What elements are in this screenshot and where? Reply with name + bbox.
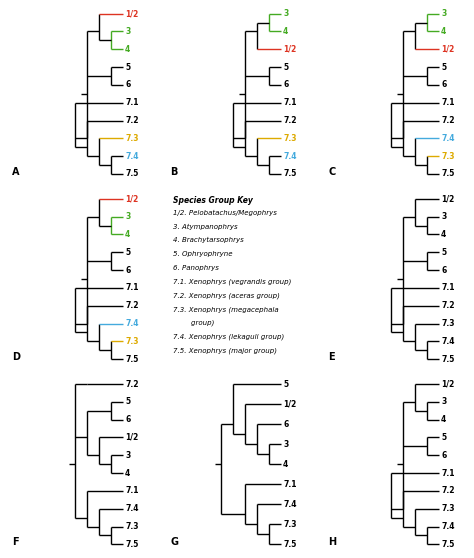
Text: 6: 6 — [125, 266, 130, 275]
Text: 7.1: 7.1 — [125, 98, 138, 107]
Text: 7.2: 7.2 — [441, 301, 455, 310]
Text: 3: 3 — [441, 9, 447, 18]
Text: 3: 3 — [125, 451, 130, 460]
Text: 7.1: 7.1 — [441, 469, 455, 478]
Text: 7.5: 7.5 — [125, 170, 138, 179]
Text: 1/2: 1/2 — [441, 379, 455, 388]
Text: 7.3: 7.3 — [283, 134, 297, 143]
Text: 4: 4 — [441, 230, 447, 239]
Text: 5. Ophryophryne: 5. Ophryophryne — [173, 251, 233, 257]
Text: 7.5: 7.5 — [125, 540, 138, 549]
Text: 7.5: 7.5 — [441, 540, 455, 549]
Text: 7.3: 7.3 — [125, 134, 138, 143]
Text: 1/2: 1/2 — [125, 433, 138, 442]
Text: 3: 3 — [441, 397, 447, 406]
Text: 7.4: 7.4 — [441, 134, 455, 143]
Text: B: B — [171, 167, 178, 177]
Text: 4: 4 — [283, 460, 288, 469]
Text: 7.2: 7.2 — [283, 116, 297, 125]
Text: 6: 6 — [441, 266, 447, 275]
Text: 1/2. Pelobatachus/Megophrys: 1/2. Pelobatachus/Megophrys — [173, 210, 277, 216]
Text: 7.3: 7.3 — [441, 152, 455, 161]
Text: 7.5: 7.5 — [441, 170, 455, 179]
Text: 5: 5 — [441, 248, 446, 257]
Text: 4. Brachytarsophrys: 4. Brachytarsophrys — [173, 237, 244, 243]
Text: 7.4: 7.4 — [125, 504, 138, 513]
Text: C: C — [328, 167, 336, 177]
Text: 7.4: 7.4 — [441, 337, 455, 346]
Text: 6: 6 — [125, 80, 130, 89]
Text: 7.1: 7.1 — [441, 283, 455, 292]
Text: E: E — [328, 352, 335, 362]
Text: 5: 5 — [125, 397, 130, 406]
Text: 5: 5 — [125, 62, 130, 71]
Text: 7.3: 7.3 — [441, 504, 455, 513]
Text: 7.5: 7.5 — [283, 170, 296, 179]
Text: 5: 5 — [441, 62, 446, 71]
Text: group): group) — [173, 320, 215, 326]
Text: 7.3: 7.3 — [125, 337, 138, 346]
Text: 6: 6 — [441, 80, 447, 89]
Text: 6. Panophrys: 6. Panophrys — [173, 265, 219, 271]
Text: 1/2: 1/2 — [283, 45, 296, 54]
Text: 6: 6 — [125, 415, 130, 424]
Text: 7.1: 7.1 — [441, 98, 455, 107]
Text: 6: 6 — [441, 451, 447, 460]
Text: 3: 3 — [441, 212, 447, 221]
Text: 5: 5 — [125, 248, 130, 257]
Text: 6: 6 — [283, 420, 288, 429]
Text: F: F — [12, 537, 19, 547]
Text: 3: 3 — [125, 27, 130, 36]
Text: 1/2: 1/2 — [283, 400, 296, 408]
Text: 5: 5 — [283, 62, 288, 71]
Text: 7.4: 7.4 — [283, 500, 297, 509]
Text: 7.1: 7.1 — [125, 487, 138, 496]
Text: 7.5: 7.5 — [283, 540, 296, 549]
Text: 7.1: 7.1 — [283, 98, 297, 107]
Text: 4: 4 — [441, 415, 447, 424]
Text: 3: 3 — [283, 440, 288, 449]
Text: 1/2: 1/2 — [441, 194, 455, 203]
Text: 7.2: 7.2 — [125, 301, 138, 310]
Text: Species Group Key: Species Group Key — [173, 196, 253, 205]
Text: 3: 3 — [283, 9, 288, 18]
Text: 4: 4 — [283, 27, 288, 36]
Text: 7.4: 7.4 — [441, 522, 455, 531]
Text: 7.2: 7.2 — [125, 116, 138, 125]
Text: 7.4: 7.4 — [283, 152, 297, 161]
Text: D: D — [12, 352, 20, 362]
Text: A: A — [12, 167, 20, 177]
Text: 7.5: 7.5 — [441, 355, 455, 364]
Text: 1/2: 1/2 — [125, 9, 138, 18]
Text: 6: 6 — [283, 80, 288, 89]
Text: 3. Atympanophrys: 3. Atympanophrys — [173, 224, 238, 230]
Text: 7.1: 7.1 — [283, 480, 297, 489]
Text: 5: 5 — [283, 379, 288, 388]
Text: 7.3: 7.3 — [441, 319, 455, 328]
Text: 7.4: 7.4 — [125, 319, 138, 328]
Text: 4: 4 — [125, 230, 130, 239]
Text: 7.2: 7.2 — [125, 379, 138, 388]
Text: 7.3: 7.3 — [125, 522, 138, 531]
Text: 1/2: 1/2 — [125, 194, 138, 203]
Text: 7.3: 7.3 — [283, 520, 297, 529]
Text: 7.5: 7.5 — [125, 355, 138, 364]
Text: 7.4: 7.4 — [125, 152, 138, 161]
Text: 7.4. Xenophrys (lekaguli group): 7.4. Xenophrys (lekaguli group) — [173, 334, 284, 340]
Text: 4: 4 — [441, 27, 447, 36]
Text: 5: 5 — [441, 433, 446, 442]
Text: 7.2. Xenophrys (aceras group): 7.2. Xenophrys (aceras group) — [173, 292, 280, 299]
Text: 7.1. Xenophrys (vegrandis group): 7.1. Xenophrys (vegrandis group) — [173, 278, 292, 285]
Text: 7.5. Xenophrys (major group): 7.5. Xenophrys (major group) — [173, 348, 277, 354]
Text: 3: 3 — [125, 212, 130, 221]
Text: 7.2: 7.2 — [441, 116, 455, 125]
Text: 7.1: 7.1 — [125, 283, 138, 292]
Text: 4: 4 — [125, 469, 130, 478]
Text: 1/2: 1/2 — [441, 45, 455, 54]
Text: 7.3. Xenophrys (megacephala: 7.3. Xenophrys (megacephala — [173, 306, 279, 312]
Text: G: G — [171, 537, 178, 547]
Text: 4: 4 — [125, 45, 130, 54]
Text: 7.2: 7.2 — [441, 487, 455, 496]
Text: H: H — [328, 537, 337, 547]
